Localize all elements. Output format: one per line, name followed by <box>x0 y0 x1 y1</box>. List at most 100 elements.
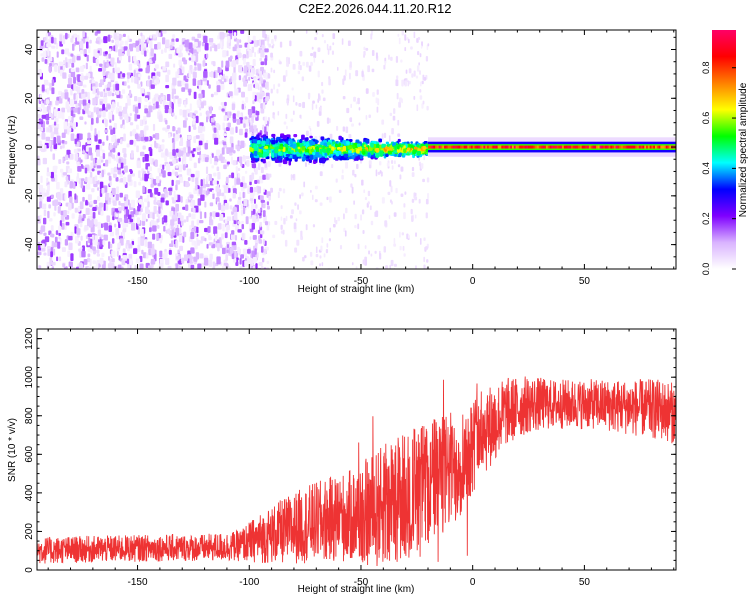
heatmap-cell <box>423 256 426 263</box>
heatmap-cell <box>63 121 68 130</box>
heatmap-cell <box>465 145 469 149</box>
heatmap-cell <box>69 58 72 64</box>
heatmap-cell <box>512 145 516 149</box>
heatmap-cell <box>42 107 47 114</box>
heatmap-cell <box>141 220 146 226</box>
heatmap-cell <box>115 193 119 201</box>
colorbar-tick-label: 0.4 <box>701 162 711 175</box>
heatmap-cell <box>53 121 57 126</box>
heatmap-cell <box>122 158 127 165</box>
heatmap-cell <box>96 187 100 191</box>
heatmap-cell <box>232 72 237 81</box>
heatmap-cell <box>191 36 196 41</box>
heatmap-frame <box>36 29 677 270</box>
heatmap-cell <box>195 115 199 124</box>
heatmap-cell <box>191 240 194 246</box>
heatmap-cell <box>127 35 130 42</box>
heatmap-cell <box>282 188 286 194</box>
heatmap-cell <box>112 86 116 92</box>
heatmap-cell <box>201 41 205 47</box>
heatmap-cell <box>157 199 162 204</box>
heatmap-cell <box>72 43 75 51</box>
heatmap-cell <box>232 188 237 195</box>
heatmap-cell <box>140 204 145 209</box>
heatmap-cell <box>70 53 74 57</box>
heatmap-cell <box>156 71 161 77</box>
heatmap-cell <box>38 121 44 125</box>
heatmap-cell <box>51 79 55 87</box>
heatmap-cell <box>222 223 225 232</box>
heatmap-cell <box>78 100 84 105</box>
heatmap-cell <box>351 145 356 150</box>
heatmap-cell <box>150 219 155 228</box>
heatmap-cell <box>212 261 216 269</box>
heatmap-cell <box>247 84 251 92</box>
heatmap-cell <box>224 218 228 224</box>
heatmap-cell <box>64 239 68 246</box>
heatmap-cell <box>209 46 212 52</box>
heatmap-cell <box>308 65 312 72</box>
heatmap-cell <box>257 163 261 171</box>
heatmap-cell <box>335 178 338 183</box>
heatmap-cell <box>252 235 257 240</box>
heatmap-cell <box>267 116 270 122</box>
heatmap-cell <box>416 65 420 72</box>
heatmap-cell <box>71 116 74 122</box>
heatmap-cell <box>85 183 91 190</box>
heatmap-cell <box>93 107 96 113</box>
heatmap-cell <box>45 136 51 142</box>
heatmap-cell <box>510 145 514 149</box>
heatmap-cell <box>375 152 380 158</box>
heatmap-cell <box>191 213 196 220</box>
heatmap-cell <box>62 64 66 71</box>
heatmap-cell <box>350 183 353 188</box>
heatmap-cell <box>254 51 256 58</box>
heatmap-cell <box>168 107 172 114</box>
heatmap-cell <box>108 111 113 120</box>
heatmap-cell <box>390 160 394 164</box>
heatmap-cell <box>140 46 143 55</box>
heatmap-cell <box>384 60 387 66</box>
heatmap-cell <box>288 57 290 65</box>
heatmap-cell <box>299 114 302 119</box>
heatmap-cell <box>124 199 129 207</box>
heatmap-cell <box>272 234 276 239</box>
heatmap-cell <box>40 40 44 47</box>
heatmap-cell <box>227 35 231 40</box>
heatmap-cell <box>356 148 360 154</box>
heatmap-cell <box>370 220 374 226</box>
heatmap-cell <box>99 181 104 190</box>
heatmap-cell <box>142 252 147 259</box>
heatmap-cell <box>45 99 50 104</box>
heatmap-cell <box>356 143 361 148</box>
heatmap-cell <box>270 67 273 73</box>
heatmap-cell <box>317 70 320 78</box>
heatmap-cell <box>271 139 276 145</box>
heatmap-cell <box>237 140 240 147</box>
heatmap-cell <box>94 128 97 136</box>
heatmap-cell <box>185 97 188 105</box>
heatmap-cell <box>49 66 52 73</box>
heatmap-cell <box>42 203 47 210</box>
heatmap-cell <box>360 214 362 221</box>
heatmap-cell <box>43 232 47 236</box>
heatmap-cell <box>175 134 180 140</box>
heatmap-cell <box>51 266 55 269</box>
heatmap-cell <box>245 72 249 77</box>
heatmap-cell <box>193 225 197 232</box>
heatmap-cell <box>258 70 261 74</box>
heatmap-cell <box>54 199 59 206</box>
heatmap-cell <box>264 221 268 226</box>
heatmap-cell <box>287 147 292 152</box>
heatmap-cell <box>393 212 397 217</box>
heatmap-cell <box>202 183 207 189</box>
heatmap-cell <box>407 234 410 239</box>
heatmap-cell <box>184 254 188 262</box>
heatmap-cell <box>345 161 348 169</box>
heatmap-cell <box>226 224 230 231</box>
heatmap-cell <box>61 222 65 230</box>
heatmap-cell <box>545 145 549 149</box>
heatmap-cell <box>304 152 309 156</box>
heatmap-cell <box>60 168 64 173</box>
heatmap-cell <box>342 126 345 132</box>
